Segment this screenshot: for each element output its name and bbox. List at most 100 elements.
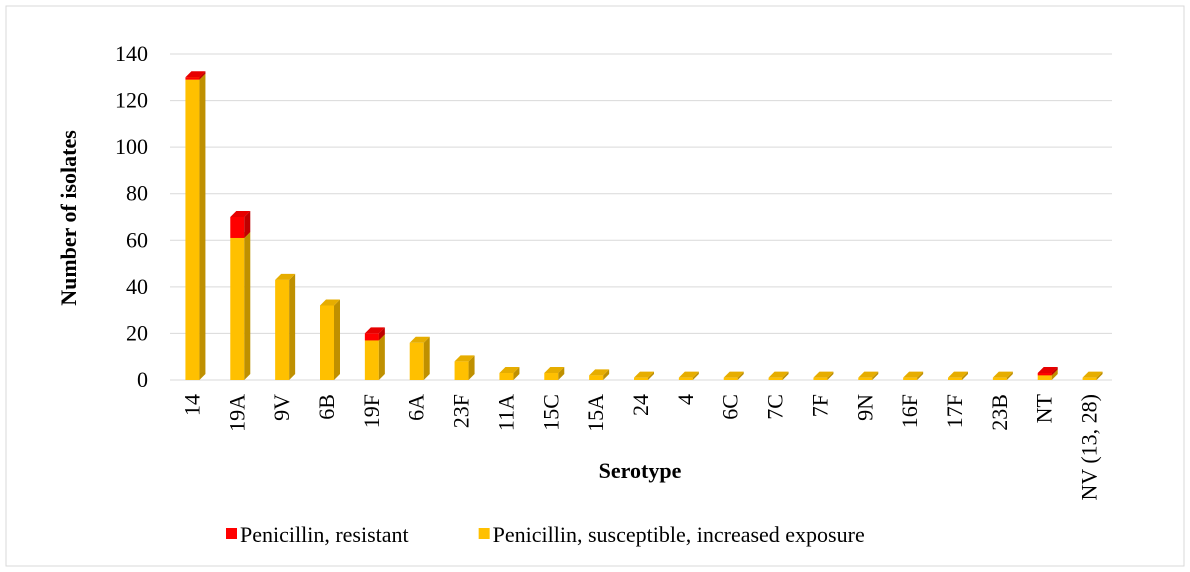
bar-top [320,299,340,306]
x-tick-label: 24 [628,394,653,416]
bar-side [1051,367,1058,376]
x-tick-label: 23B [987,394,1012,431]
bar-top [678,371,699,378]
x-tick-label: NT [1032,393,1057,423]
bar-top [858,371,879,378]
x-tick-label: 15C [538,394,563,431]
bar-side [917,371,924,380]
bar-side [648,371,654,380]
bar-side [1051,369,1058,380]
bar [185,77,200,80]
bar-side [423,336,430,380]
bar-side [692,371,699,380]
bar [768,377,783,380]
legend-swatch [478,528,490,539]
bar-top [992,371,1013,378]
bar-side [737,371,744,380]
bar-side [603,369,610,380]
bar [678,377,693,380]
bar [544,373,559,380]
y-tick-label: 100 [115,134,148,159]
bar-side [962,371,968,380]
y-tick-label: 120 [115,88,148,113]
bar-side [378,327,385,341]
x-tick-label: 6B [314,394,339,420]
bar-top [903,371,924,378]
bar-side [827,371,834,380]
bar-side [199,73,206,380]
x-tick-label: 15A [583,394,608,432]
bar [589,375,604,380]
x-tick-label: 11A [493,394,518,431]
bar-top [948,371,968,378]
bar [230,217,245,238]
bar [275,279,290,380]
bar-side [513,367,520,380]
x-tick-label: 19F [359,394,384,428]
y-tick-label: 80 [126,181,148,206]
bar [1037,373,1052,376]
x-tick-label: 9N [852,394,877,421]
legend-swatch [226,528,237,539]
bar [230,237,245,380]
chart-border [5,5,1185,567]
bar-top [230,211,251,217]
bar [858,377,873,380]
bar [723,377,738,380]
bar-side [378,334,385,380]
x-tick-label: 17F [942,394,967,428]
bar-side [558,367,565,380]
bar [813,377,828,380]
y-tick-label: 140 [115,41,148,66]
bar [364,333,379,341]
x-tick-label: 4 [673,394,698,405]
bar [364,340,379,380]
bar-side [244,231,251,380]
x-tick-label: 19A [224,394,249,432]
y-tick-label: 40 [126,274,148,299]
bar-top [364,327,385,334]
bar [454,361,469,380]
x-tick-label: 7F [807,394,832,417]
bar-side [334,299,340,380]
bar-top [409,336,430,343]
bar-top [275,273,296,280]
bar-side [1006,371,1013,380]
x-tick-label: 6C [718,394,743,420]
bar-top [454,355,475,362]
bar-side [199,71,206,80]
legend-label: Penicillin, susceptible, increased expos… [493,522,865,547]
x-tick-label: 7C [763,394,788,420]
bar [992,377,1007,380]
bar [1037,375,1052,380]
x-axis-title: Serotype [599,458,682,483]
bar [903,377,918,380]
bar-side [1096,371,1103,380]
x-tick-label: 16F [897,394,922,428]
bar [185,79,200,380]
bar-top [589,369,610,376]
y-tick-label: 0 [137,367,148,392]
bar [499,373,514,380]
y-tick-label: 20 [126,320,148,345]
bar-side [872,371,879,380]
y-axis-title: Number of isolates [56,130,81,306]
bar-top [499,367,520,374]
x-tick-label: 6A [404,394,429,421]
bar [634,377,648,380]
bar-side [289,273,296,380]
bar [409,342,424,380]
x-tick-label: 9V [269,394,294,421]
x-tick-label: 14 [179,394,204,416]
bar-side [468,355,475,380]
bar-side [782,371,789,380]
y-tick-label: 60 [126,227,148,252]
legend-label: Penicillin, resistant [240,522,409,547]
bar-top [768,371,789,378]
bar-top [813,371,834,378]
bar-top [1037,367,1058,374]
bar [320,305,334,380]
bar-top [1082,371,1103,378]
bar-top [185,71,206,78]
bar-side [244,211,251,238]
